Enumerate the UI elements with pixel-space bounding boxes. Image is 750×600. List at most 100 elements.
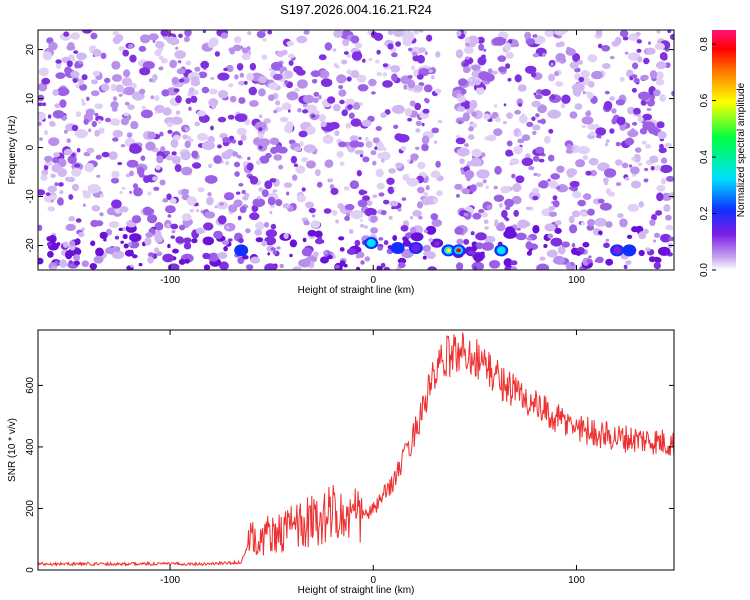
speckle-mark xyxy=(628,164,633,168)
speckle-mark xyxy=(338,141,347,148)
speckle-mark xyxy=(90,90,100,97)
speckle-mark xyxy=(336,150,344,158)
speckle-mark xyxy=(665,62,671,68)
speckle-mark xyxy=(435,160,441,168)
speckle-mark xyxy=(63,148,73,156)
speckle-mark xyxy=(505,226,516,234)
speckle-mark xyxy=(344,215,350,221)
speckle-mark xyxy=(346,248,357,255)
speckle-mark xyxy=(248,86,258,96)
speckle-mark xyxy=(641,140,648,145)
speckle-mark xyxy=(356,170,362,177)
speckle-mark xyxy=(587,218,595,227)
speckle-mark xyxy=(465,56,470,60)
speckle-mark xyxy=(483,48,487,52)
line-plot-background xyxy=(38,330,674,570)
speckle-mark xyxy=(68,216,75,222)
speckle-mark xyxy=(96,174,101,178)
speckle-mark xyxy=(45,159,50,163)
speckle-mark xyxy=(427,266,437,270)
speckle-mark xyxy=(139,88,146,95)
speckle-mark xyxy=(633,153,641,163)
speckle-mark xyxy=(649,219,656,227)
speckle-mark xyxy=(204,175,218,184)
speckle-mark xyxy=(481,212,488,218)
speckle-mark xyxy=(636,39,642,44)
speckle-mark xyxy=(59,99,67,108)
speckle-mark xyxy=(280,116,289,123)
speckle-mark xyxy=(544,223,555,232)
speckle-mark xyxy=(249,212,260,221)
speckle-mark xyxy=(506,112,514,119)
speckle-mark xyxy=(71,124,79,132)
speckle-mark xyxy=(191,238,198,244)
speckle-mark xyxy=(556,184,569,193)
speckle-mark xyxy=(486,204,493,210)
speckle-mark xyxy=(656,121,665,129)
speckle-mark xyxy=(492,36,507,46)
speckle-mark xyxy=(355,266,361,270)
speckle-mark xyxy=(126,132,133,138)
speckle-mark xyxy=(648,41,651,45)
speckle-mark xyxy=(432,197,438,203)
speckle-mark xyxy=(303,144,316,153)
speckle-mark xyxy=(94,220,104,227)
speckle-mark xyxy=(177,60,182,64)
speckle-mark xyxy=(338,85,344,89)
speckle-mark xyxy=(70,32,80,40)
speckle-mark xyxy=(306,125,316,135)
speckle-mark xyxy=(200,60,210,69)
speckle-mark xyxy=(582,193,592,201)
speckle-mark xyxy=(407,117,413,122)
speckle-mark xyxy=(404,107,412,117)
speckle-mark xyxy=(631,74,638,79)
speckle-mark xyxy=(147,131,156,140)
speckle-mark xyxy=(360,260,365,265)
speckle-mark xyxy=(316,181,323,188)
speckle-mark xyxy=(350,118,362,127)
speckle-mark xyxy=(101,83,110,92)
speckle-mark xyxy=(501,209,508,219)
speckle-mark xyxy=(624,137,635,146)
speckle-mark xyxy=(171,155,181,165)
speckle-mark xyxy=(126,159,139,168)
speckle-mark xyxy=(598,43,603,49)
speckle-mark xyxy=(252,198,266,208)
speckle-mark xyxy=(53,152,60,158)
speckle-mark xyxy=(227,114,235,120)
speckle-mark xyxy=(654,165,661,171)
speckle-mark xyxy=(493,104,498,108)
line-y-tick-label: 600 xyxy=(25,377,36,394)
line-y-axis-label: SNR (10 * v/v) xyxy=(7,418,18,482)
speckle-mark xyxy=(318,69,330,79)
speckle-mark xyxy=(532,124,541,131)
speckle-mark xyxy=(485,185,489,190)
speckle-mark xyxy=(435,51,441,58)
speckle-mark xyxy=(654,42,665,51)
speckle-mark xyxy=(350,70,360,78)
speckle-mark xyxy=(475,182,484,188)
speckle-mark xyxy=(131,215,142,224)
speckle-mark xyxy=(288,53,295,59)
speckle-mark xyxy=(165,205,176,214)
speckle-mark xyxy=(59,259,68,268)
speckle-mark xyxy=(258,187,264,192)
speckle-mark xyxy=(360,154,364,158)
speckle-mark xyxy=(133,187,143,197)
speckle-mark xyxy=(413,30,420,35)
speckle-mark xyxy=(65,176,71,182)
speckle-mark xyxy=(324,42,333,51)
speckle-mark xyxy=(364,207,377,217)
speckle-mark xyxy=(544,135,551,144)
speckle-mark xyxy=(188,106,192,111)
speckle-mark xyxy=(653,239,656,243)
speckle-mark xyxy=(360,218,364,222)
speckle-mark xyxy=(148,78,153,83)
speckle-mark xyxy=(331,209,338,216)
speckle-mark xyxy=(410,153,419,161)
speckle-mark xyxy=(52,110,65,119)
speckle-mark xyxy=(123,86,135,96)
speckle-mark xyxy=(625,260,632,265)
speckle-mark xyxy=(375,168,384,178)
speckle-mark xyxy=(493,128,503,137)
